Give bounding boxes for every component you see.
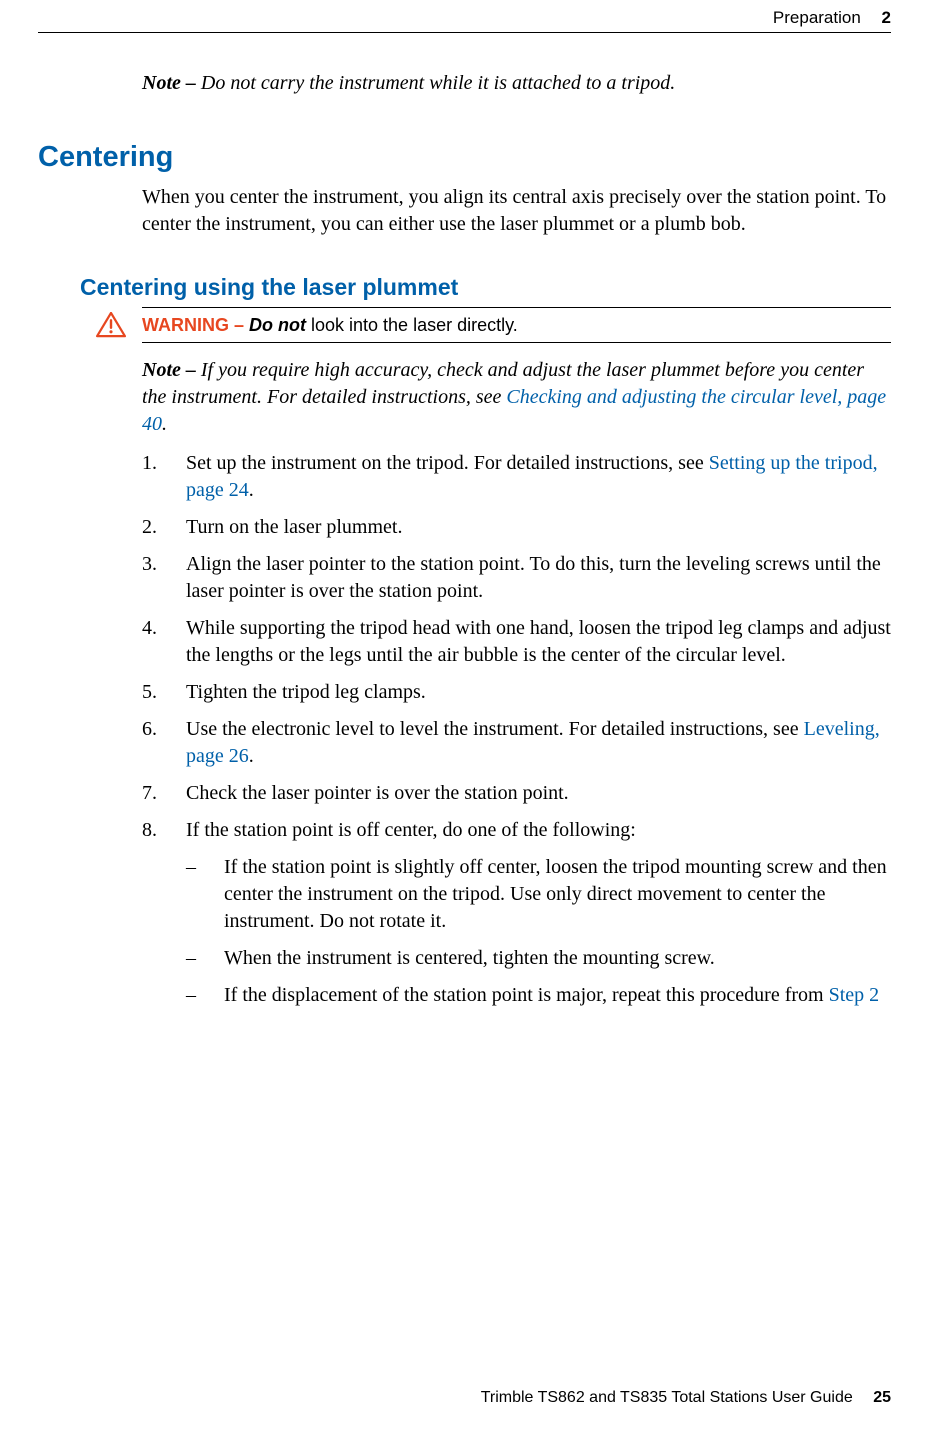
substep-text: When the instrument is centered, tighten… <box>224 945 715 972</box>
note-label: Note – <box>142 359 201 381</box>
dash-bullet: – <box>186 982 224 1009</box>
warning-rule-bottom <box>142 342 891 343</box>
step-number: 5. <box>142 679 186 706</box>
step-7: 7. Check the laser pointer is over the s… <box>142 780 891 807</box>
note-top: Note – Do not carry the instrument while… <box>142 70 891 97</box>
step-number: 2. <box>142 514 186 541</box>
step-text: Set up the instrument on the tripod. For… <box>186 452 709 474</box>
step-number: 1. <box>142 450 186 504</box>
intro-paragraph: When you center the instrument, you alig… <box>142 184 891 238</box>
warning-triangle-icon <box>96 312 126 338</box>
footer-page-number: 25 <box>873 1389 891 1406</box>
running-header: Preparation 2 <box>773 8 891 28</box>
step-number: 4. <box>142 615 186 669</box>
step-4: 4. While supporting the tripod head with… <box>142 615 891 669</box>
step-text: Use the electronic level to level the in… <box>186 718 804 740</box>
substep-text: If the displacement of the station point… <box>224 984 829 1006</box>
dash-bullet: – <box>186 854 224 935</box>
heading-laser-plummet: Centering using the laser plummet <box>80 274 891 301</box>
step-number: 7. <box>142 780 186 807</box>
note-text: Do not carry the instrument while it is … <box>201 72 675 94</box>
warning-text: WARNING – Do not look into the laser dir… <box>142 315 518 336</box>
warning-rest: look into the laser directly. <box>306 315 518 335</box>
step-text: Align the laser pointer to the station p… <box>186 551 891 605</box>
running-footer: Trimble TS862 and TS835 Total Stations U… <box>481 1389 891 1407</box>
step-8: 8. If the station point is off center, d… <box>142 817 891 844</box>
note-label: Note – <box>142 72 201 94</box>
step-3: 3. Align the laser pointer to the statio… <box>142 551 891 605</box>
warning-label: WARNING – <box>142 315 249 335</box>
warning-donot: Do not <box>249 315 306 335</box>
step-text: If the station point is off center, do o… <box>186 817 891 844</box>
step-number: 8. <box>142 817 186 844</box>
steps-list: 1. Set up the instrument on the tripod. … <box>142 450 891 844</box>
note-mid: Note – If you require high accuracy, che… <box>142 357 891 438</box>
step-text: Check the laser pointer is over the stat… <box>186 780 891 807</box>
substep-text: If the station point is slightly off cen… <box>224 854 891 935</box>
substep-a: – If the station point is slightly off c… <box>186 854 891 935</box>
link-step-2[interactable]: Step 2 <box>829 984 880 1006</box>
step-5: 5. Tighten the tripod leg clamps. <box>142 679 891 706</box>
step-6: 6. Use the electronic level to level the… <box>142 716 891 770</box>
heading-centering: Centering <box>38 141 891 174</box>
note-post: . <box>162 413 167 435</box>
header-chapter-number: 2 <box>882 8 891 27</box>
substep-b: – When the instrument is centered, tight… <box>186 945 891 972</box>
step-text: Turn on the laser plummet. <box>186 514 891 541</box>
step-number: 3. <box>142 551 186 605</box>
step-2: 2. Turn on the laser plummet. <box>142 514 891 541</box>
step-text-post: . <box>249 745 254 767</box>
step-text: While supporting the tripod head with on… <box>186 615 891 669</box>
step-text-post: . <box>249 479 254 501</box>
footer-book-title: Trimble TS862 and TS835 Total Stations U… <box>481 1389 853 1406</box>
step-1: 1. Set up the instrument on the tripod. … <box>142 450 891 504</box>
page-content: Note – Do not carry the instrument while… <box>38 70 891 1019</box>
step-number: 6. <box>142 716 186 770</box>
step-text: Tighten the tripod leg clamps. <box>186 679 891 706</box>
substep-c: – If the displacement of the station poi… <box>186 982 891 1009</box>
header-rule <box>38 32 891 33</box>
header-section: Preparation <box>773 8 861 27</box>
warning-block: WARNING – Do not look into the laser dir… <box>142 307 891 343</box>
substeps-list: – If the station point is slightly off c… <box>186 854 891 1009</box>
dash-bullet: – <box>186 945 224 972</box>
